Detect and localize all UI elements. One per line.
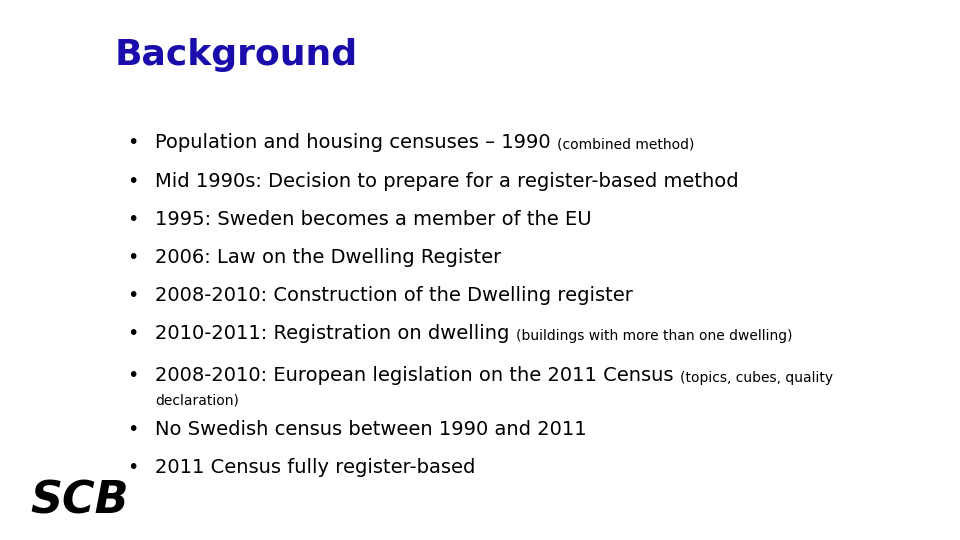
Text: •: • bbox=[128, 172, 138, 191]
Text: 1995: Sweden becomes a member of the EU: 1995: Sweden becomes a member of the EU bbox=[155, 210, 591, 229]
Text: (combined method): (combined method) bbox=[557, 138, 694, 152]
Text: •: • bbox=[128, 248, 138, 267]
Text: Population and housing censuses – 1990: Population and housing censuses – 1990 bbox=[155, 133, 557, 152]
Text: Background: Background bbox=[115, 38, 358, 72]
Text: •: • bbox=[128, 366, 138, 385]
Text: (topics, cubes, quality: (topics, cubes, quality bbox=[680, 371, 833, 385]
Text: •: • bbox=[128, 133, 138, 152]
Text: •: • bbox=[128, 210, 138, 229]
Text: •: • bbox=[128, 420, 138, 439]
Text: •: • bbox=[128, 458, 138, 477]
Text: •: • bbox=[128, 286, 138, 305]
Text: No Swedish census between 1990 and 2011: No Swedish census between 1990 and 2011 bbox=[155, 420, 587, 439]
Text: 2010-2011: Registration on dwelling: 2010-2011: Registration on dwelling bbox=[155, 324, 516, 343]
Text: 2008-2010: European legislation on the 2011 Census: 2008-2010: European legislation on the 2… bbox=[155, 366, 680, 385]
Text: SCB: SCB bbox=[30, 479, 129, 522]
Text: 2008-2010: Construction of the Dwelling register: 2008-2010: Construction of the Dwelling … bbox=[155, 286, 633, 305]
Text: (buildings with more than one dwelling): (buildings with more than one dwelling) bbox=[516, 329, 792, 343]
Text: Mid 1990s: Decision to prepare for a register-based method: Mid 1990s: Decision to prepare for a reg… bbox=[155, 172, 738, 191]
Text: declaration): declaration) bbox=[155, 393, 239, 407]
Text: 2011 Census fully register-based: 2011 Census fully register-based bbox=[155, 458, 475, 477]
Text: •: • bbox=[128, 324, 138, 343]
Text: 2006: Law on the Dwelling Register: 2006: Law on the Dwelling Register bbox=[155, 248, 501, 267]
